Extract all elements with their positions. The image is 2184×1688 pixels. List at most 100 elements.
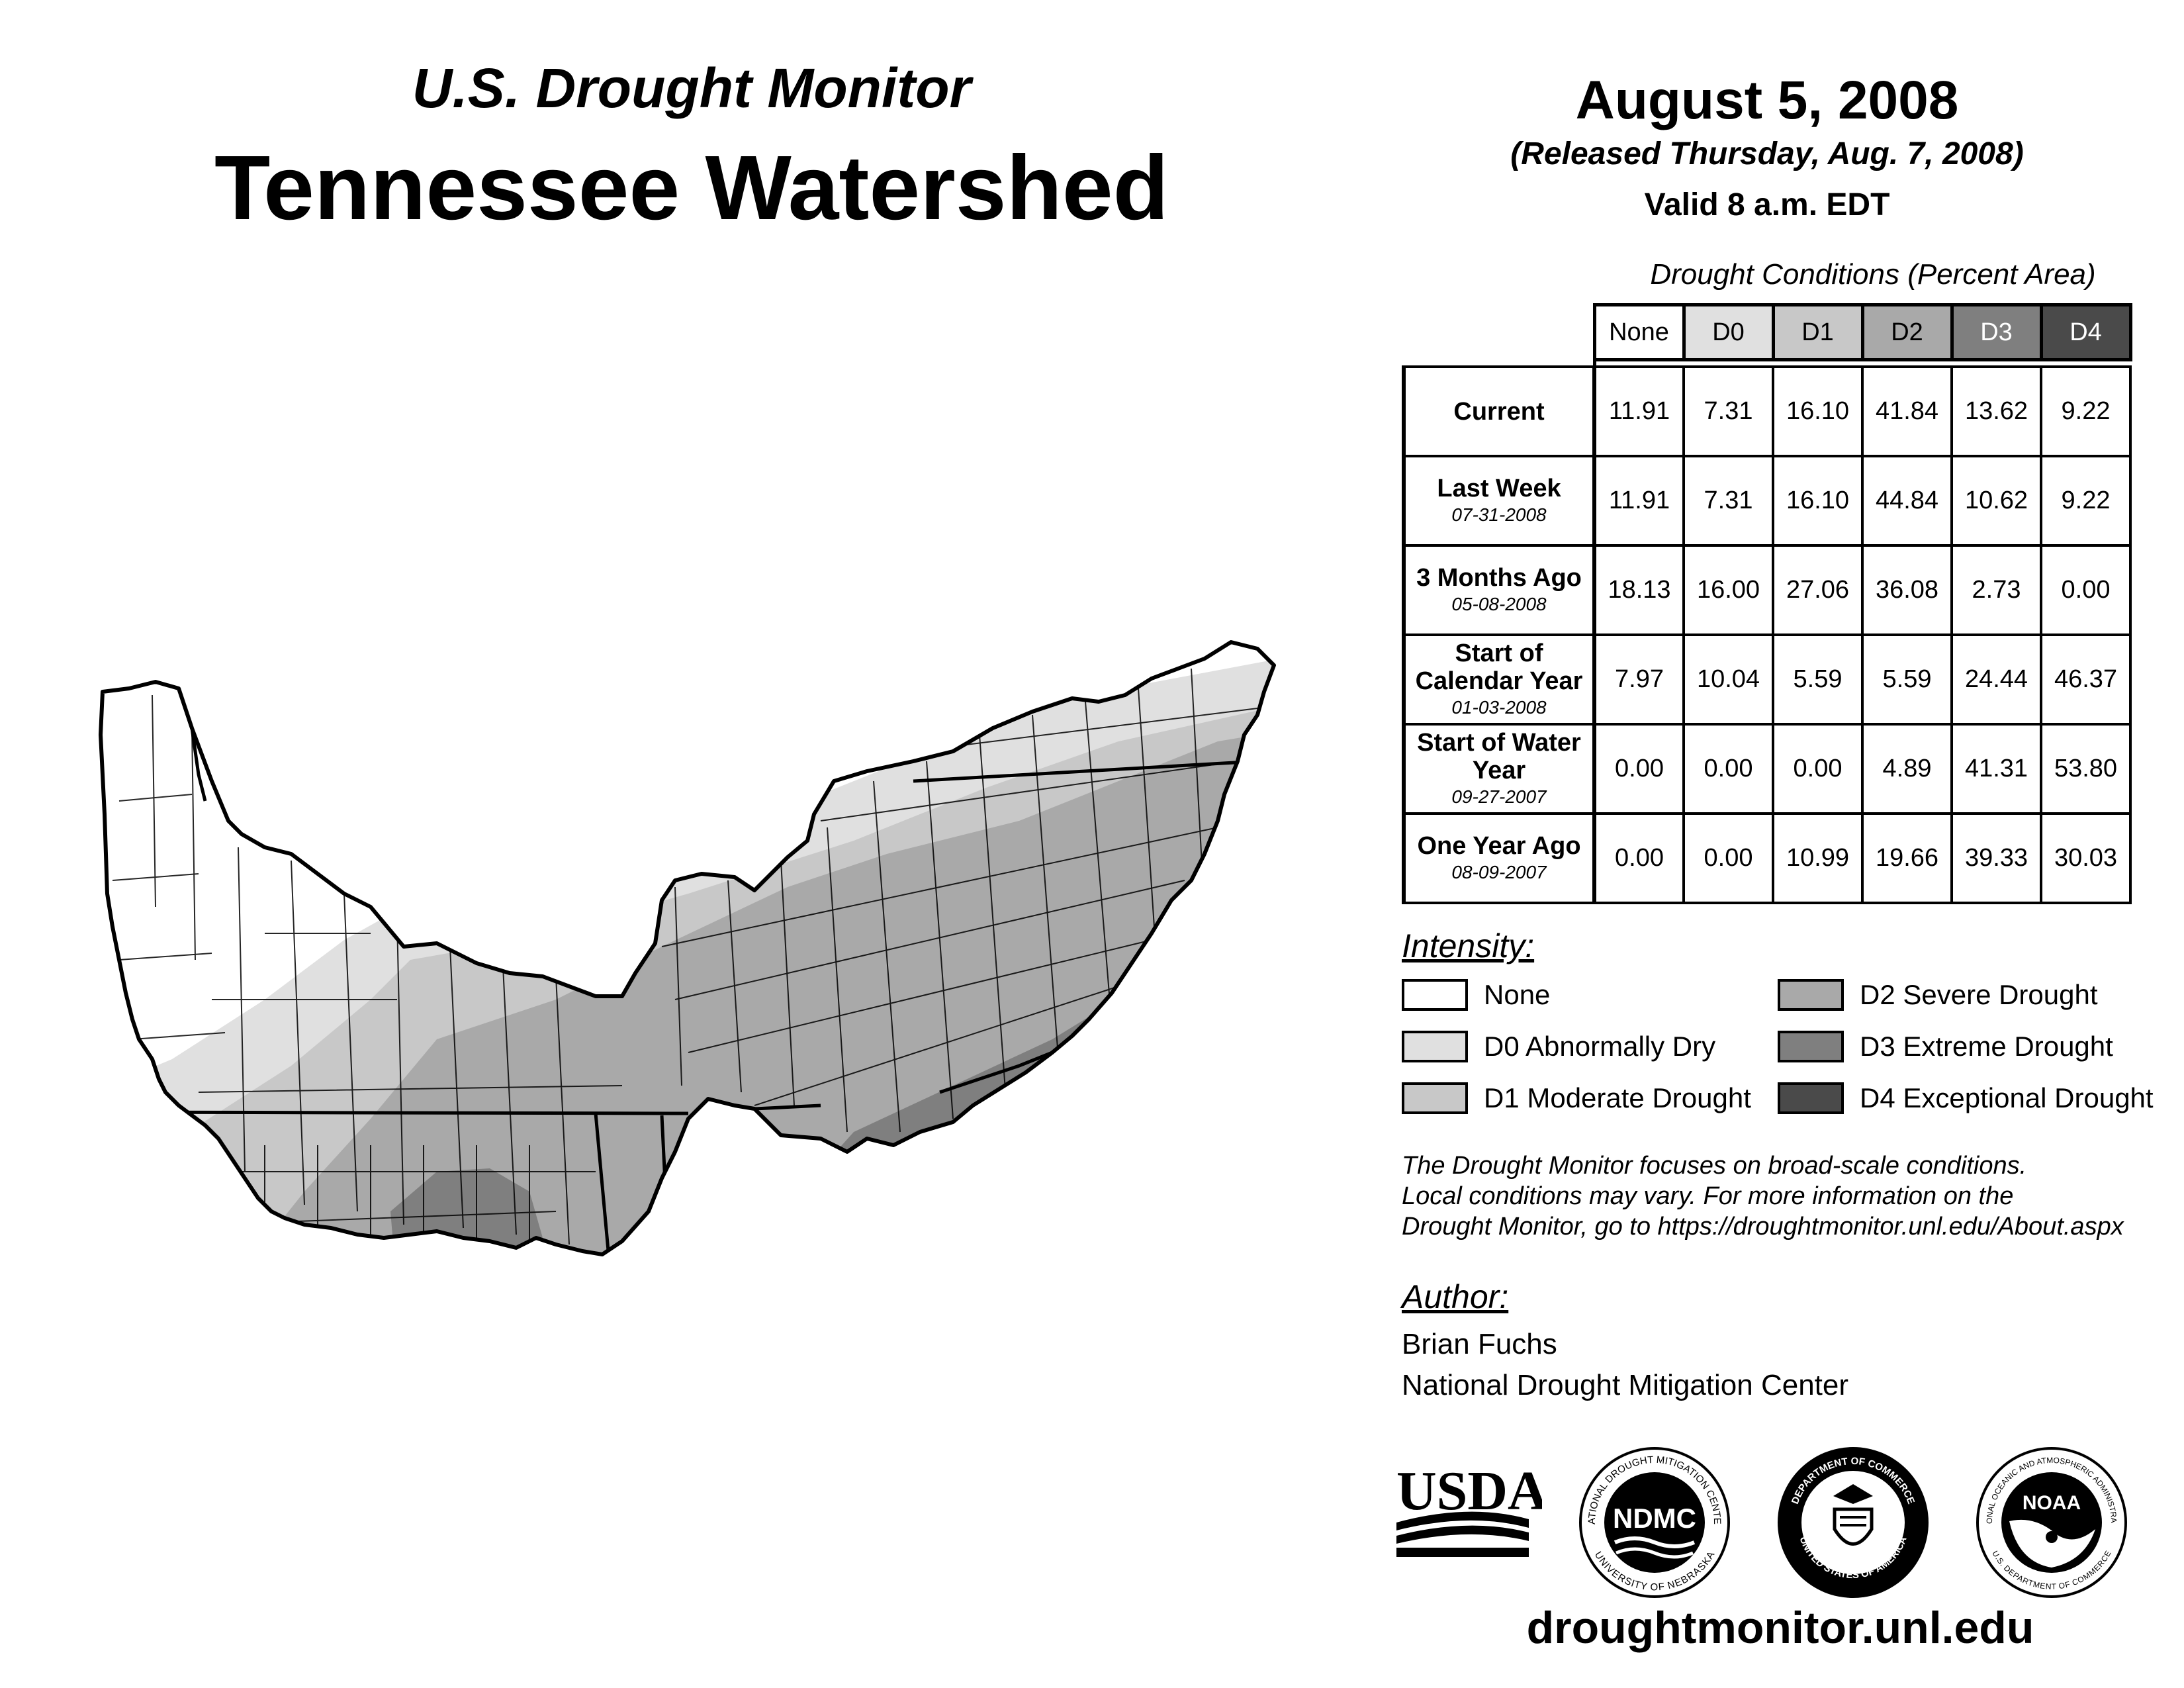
row-label: Current — [1402, 365, 1596, 457]
row-date: 09-27-2007 — [1451, 786, 1547, 807]
note-line: The Drought Monitor focuses on broad-sca… — [1402, 1152, 2027, 1180]
row-label: Last Week 07-31-2008 — [1402, 455, 1596, 547]
table-header-row: None D0 D1 D2 D3 D4 — [1404, 303, 2132, 361]
legend-swatch — [1402, 1082, 1468, 1114]
legend-swatch — [1402, 979, 1468, 1011]
table-row: Start of Calendar Year 01-03-2008 7.97 10… — [1402, 633, 2132, 726]
legend-swatch — [1402, 1031, 1468, 1062]
table-cell: 7.97 — [1593, 633, 1685, 726]
legend-item-d2: D2 Severe Drought — [1778, 977, 2098, 1013]
valid-time: Valid 8 a.m. EDT — [1644, 187, 1890, 222]
table-cell: 10.62 — [1950, 455, 2042, 547]
legend-label: D0 Abnormally Dry — [1484, 1031, 1716, 1062]
table-row: Start of Water Year 09-27-2007 0.00 0.00 … — [1402, 723, 2132, 815]
table-cell: 53.80 — [2040, 723, 2132, 815]
row-label-text: One Year Ago — [1417, 831, 1581, 860]
table-cell: 24.44 — [1950, 633, 2042, 726]
column-header-d0: D0 — [1682, 303, 1775, 361]
legend-item-d0: D0 Abnormally Dry — [1402, 1029, 1715, 1064]
legend-label: D2 Severe Drought — [1860, 979, 2098, 1010]
table-cell: 10.04 — [1682, 633, 1774, 726]
table-cell: 36.08 — [1861, 544, 1953, 636]
table-cell: 30.03 — [2040, 812, 2132, 904]
drought-conditions-table: None D0 D1 D2 D3 D4 Current 11.91 7.31 1… — [1402, 303, 2132, 904]
legend-label: D4 Exceptional Drought — [1860, 1082, 2154, 1113]
table-cell: 44.84 — [1861, 455, 1953, 547]
table-cell: 41.31 — [1950, 723, 2042, 815]
table-cell: 16.10 — [1772, 365, 1864, 457]
noaa-logo-text: NOAA — [2023, 1492, 2081, 1514]
table-cell: 0.00 — [1593, 723, 1685, 815]
legend-swatch — [1778, 1031, 1844, 1062]
ndmc-logo-text: NDMC — [1613, 1503, 1696, 1534]
table-cell: 0.00 — [2040, 544, 2132, 636]
table-cell: 0.00 — [1593, 812, 1685, 904]
table-cell: 39.33 — [1950, 812, 2042, 904]
row-date: 01-03-2008 — [1451, 696, 1547, 718]
table-cell: 18.13 — [1593, 544, 1685, 636]
usda-logo-text: USDA — [1396, 1460, 1542, 1522]
release-date: (Released Thursday, Aug. 7, 2008) — [1510, 136, 2024, 171]
row-label: Start of Water Year 09-27-2007 — [1402, 723, 1596, 815]
table-row: Current 11.91 7.31 16.10 41.84 13.62 9.2… — [1402, 365, 2132, 457]
row-label-text: Current — [1453, 397, 1545, 426]
author-block: Brian Fuchs National Drought Mitigation … — [1402, 1324, 1848, 1406]
table-cell: 2.73 — [1950, 544, 2042, 636]
table-corner — [1404, 305, 1594, 360]
column-header-d4: D4 — [2039, 303, 2132, 361]
table-cell: 16.00 — [1682, 544, 1774, 636]
row-label-text: Start of Water Year — [1417, 728, 1581, 784]
row-label: One Year Ago 08-09-2007 — [1402, 812, 1596, 904]
table-row: 3 Months Ago 05-08-2008 18.13 16.00 27.06… — [1402, 544, 2132, 636]
commerce-logo: DEPARTMENT OF COMMERCE UNITED STATES OF … — [1778, 1447, 1929, 1598]
website-link[interactable]: droughtmonitor.unl.edu — [1526, 1603, 2034, 1653]
table-cell: 0.00 — [1682, 812, 1774, 904]
table-cell: 41.84 — [1861, 365, 1953, 457]
column-header-none: None — [1592, 303, 1686, 361]
ndmc-logo: NATIONAL DROUGHT MITIGATION CENTER UNIVE… — [1575, 1443, 1730, 1598]
legend-label: D1 Moderate Drought — [1484, 1082, 1751, 1113]
author-heading: Author: — [1402, 1278, 1509, 1315]
legend-item-d4: D4 Exceptional Drought — [1778, 1080, 2154, 1116]
row-label: 3 Months Ago 05-08-2008 — [1402, 544, 1596, 636]
row-date: 05-08-2008 — [1451, 593, 1547, 614]
legend-label: D3 Extreme Drought — [1860, 1031, 2113, 1062]
watershed-map — [99, 640, 1276, 1256]
table-cell: 9.22 — [2040, 455, 2132, 547]
map-date: August 5, 2008 — [1575, 70, 1959, 130]
disclaimer-note: The Drought Monitor focuses on broad-sca… — [1402, 1150, 2163, 1242]
note-line: Local conditions may vary. For more info… — [1402, 1182, 2014, 1210]
table-cell: 4.89 — [1861, 723, 1953, 815]
table-row: Last Week 07-31-2008 11.91 7.31 16.10 44.… — [1402, 455, 2132, 547]
table-cell: 5.59 — [1772, 633, 1864, 726]
map-subtitle: U.S. Drought Monitor — [412, 57, 972, 119]
table-cell: 0.00 — [1772, 723, 1864, 815]
legend-item-d3: D3 Extreme Drought — [1778, 1029, 2113, 1064]
legend-swatch — [1778, 1082, 1844, 1114]
legend-item-d1: D1 Moderate Drought — [1402, 1080, 1751, 1116]
table-row: One Year Ago 08-09-2007 0.00 0.00 10.99 1… — [1402, 812, 2132, 904]
row-label-text: 3 Months Ago — [1416, 563, 1582, 592]
legend-heading: Intensity: — [1402, 927, 1535, 964]
author-org: National Drought Mitigation Center — [1402, 1369, 1849, 1401]
table-cell: 11.91 — [1593, 455, 1685, 547]
table-cell: 5.59 — [1861, 633, 1953, 726]
table-caption: Drought Conditions (Percent Area) — [1650, 258, 2096, 291]
table-cell: 16.10 — [1772, 455, 1864, 547]
table-cell: 9.22 — [2040, 365, 2132, 457]
table-cell: 0.00 — [1682, 723, 1774, 815]
row-label-text: Last Week — [1437, 474, 1561, 502]
column-header-d1: D1 — [1771, 303, 1864, 361]
noaa-logo: NATIONAL OCEANIC AND ATMOSPHERIC ADMINIS… — [1972, 1443, 2127, 1598]
column-header-d3: D3 — [1950, 303, 2043, 361]
legend-item-none: None — [1402, 977, 1550, 1013]
column-header-d2: D2 — [1860, 303, 1954, 361]
table-cell: 7.31 — [1682, 455, 1774, 547]
row-label-text: Start of Calendar Year — [1415, 639, 1583, 695]
table-cell: 7.31 — [1682, 365, 1774, 457]
table-cell: 19.66 — [1861, 812, 1953, 904]
row-label: Start of Calendar Year 01-03-2008 — [1402, 633, 1596, 726]
table-cell: 11.91 — [1593, 365, 1685, 457]
table-cell: 46.37 — [2040, 633, 2132, 726]
usda-logo: USDA — [1396, 1460, 1542, 1557]
